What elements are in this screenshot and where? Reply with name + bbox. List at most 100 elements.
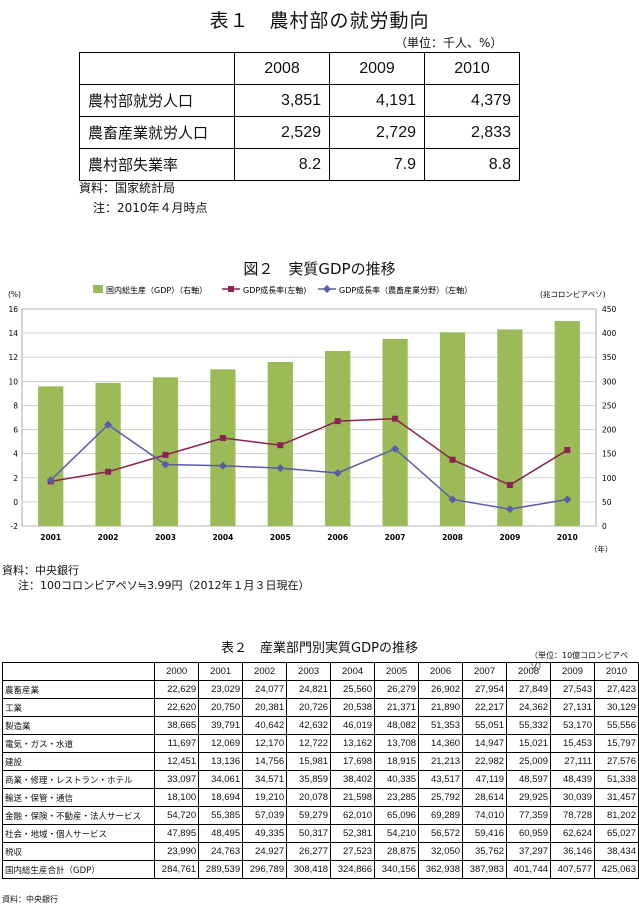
table2-row-label: 商業・修理・レストラン・ホテル	[1, 770, 156, 789]
table2-cell: 48,439	[550, 770, 595, 789]
right-tick-label: 450	[602, 305, 617, 314]
table2-cell: 42,632	[286, 716, 332, 735]
table2-cell: 33,097	[154, 770, 200, 789]
table2-cell: 20,726	[286, 698, 332, 717]
table2-cell: 15,453	[550, 734, 595, 753]
chart-legend: 国内総生産（GDP）（右軸） GDP成長率(左軸) GDP成長率（農畜産業分野）…	[93, 285, 472, 295]
growth-point	[219, 434, 226, 441]
table2-cell: 19,210	[242, 788, 288, 807]
table2-cell: 24,362	[506, 698, 552, 717]
gdp-bar	[95, 382, 121, 526]
table1-header-cell: 2010	[424, 52, 520, 85]
table2-header-cell: 2002	[242, 662, 288, 681]
table2-cell: 21,890	[418, 698, 464, 717]
table2-cell: 11,697	[154, 734, 200, 753]
gdp-bar	[382, 338, 408, 526]
table2-row-label: 金融・保険・不動産・法人サービス	[1, 806, 156, 825]
table2-header-cell: 2008	[506, 662, 552, 681]
growth-point	[449, 456, 456, 463]
table2-cell: 23,029	[198, 680, 244, 699]
table1-cell: 8.8	[424, 148, 520, 181]
table2-cell: 28,875	[374, 842, 420, 861]
table2-cell: 78,728	[550, 806, 595, 825]
table2-cell: 289,539	[198, 860, 244, 879]
x-tick-label: 2010	[557, 533, 578, 542]
left-tick-label: 8	[13, 401, 18, 410]
growth-point	[105, 468, 112, 475]
table2-row: 工業 22,620 20,750 20,381 20,726 20,538 21,371 21…	[1, 698, 639, 717]
x-tick-label: 2001	[40, 533, 61, 542]
table2-cell: 30,129	[594, 698, 639, 717]
table2-cell: 39,791	[198, 716, 244, 735]
table1-corner-cell	[79, 52, 235, 85]
table2-cell: 12,069	[198, 734, 244, 753]
table2-row: 電気・ガス・水道 11,697 12,069 12,170 12,722 13,162 13…	[1, 734, 639, 753]
chart-note: 注：100コロンビアペソ≒3.99円（2012年１月３日現在）	[18, 579, 310, 592]
left-tick-label: 0	[13, 498, 18, 507]
legend-marker-growth	[228, 286, 234, 292]
table1-title: 表１ 農村部の就労動向	[209, 10, 430, 32]
table2-cell: 35,859	[286, 770, 332, 789]
table2-cell: 22,629	[154, 680, 200, 699]
left-tick-label: 14	[8, 329, 18, 338]
x-axis-label: （年）	[590, 544, 613, 554]
table2-cell: 62,010	[330, 806, 376, 825]
table2-row-label: 国内総生産合計（GDP）	[1, 860, 156, 879]
table2-cell: 20,538	[330, 698, 376, 717]
agri-growth-point	[391, 444, 400, 453]
table2-row-label: 農畜産業	[1, 680, 156, 699]
table2-cell: 20,078	[286, 788, 332, 807]
agri-growth-point	[46, 476, 55, 485]
table2-row-label: 輸送・保管・通信	[1, 788, 156, 807]
table2-header-cell: 2009	[550, 662, 595, 681]
table2-cell: 18,100	[154, 788, 200, 807]
x-tick-label: 2007	[385, 533, 406, 542]
right-tick-label: 250	[602, 401, 617, 410]
agri-growth-point	[448, 495, 457, 504]
table1-cell: 2,529	[234, 116, 330, 149]
table2-cell: 26,277	[286, 842, 332, 861]
table2-cell: 27,954	[462, 680, 508, 699]
table2-header-cell: 2005	[374, 662, 420, 681]
table2-row-label: 社会・地域・個人サービス	[1, 824, 156, 843]
legend-marker-agri-growth	[323, 285, 331, 293]
x-tick-label: 2003	[155, 533, 176, 542]
table2-cell: 308,418	[286, 860, 332, 879]
left-axis-label: (%)	[8, 290, 21, 299]
table2-cell: 14,756	[242, 752, 288, 771]
table1-cell: 2,729	[329, 116, 425, 149]
legend-label-growth: GDP成長率(左軸)	[243, 285, 306, 295]
table2-cell: 60,959	[506, 824, 552, 843]
table2-cell: 24,077	[242, 680, 288, 699]
table2-cell: 23,990	[154, 842, 200, 861]
left-tick-label: 12	[8, 353, 18, 362]
table2-header-cell: 2001	[198, 662, 244, 681]
legend-label-gdp: 国内総生産（GDP）（右軸）	[106, 285, 207, 295]
table2-row-label: 製造業	[1, 716, 156, 735]
x-tick-label: 2004	[212, 533, 233, 542]
table2-cell: 21,371	[374, 698, 420, 717]
right-tick-label: 100	[602, 474, 617, 483]
table2-cell: 401,744	[506, 860, 552, 879]
table2-cell: 27,576	[594, 752, 639, 771]
right-axis-label: (兆コロンビアペソ)	[540, 289, 606, 299]
table2-cell: 59,416	[462, 824, 508, 843]
table2-cell: 29,925	[506, 788, 552, 807]
right-tick-label: 200	[602, 426, 617, 435]
table1-row-label: 農畜産業就労人口	[79, 116, 235, 149]
table2-cell: 18,915	[374, 752, 420, 771]
table1-row: 農畜産業就労人口 2,529 2,729 2,833	[79, 116, 520, 149]
legend-swatch-gdp	[93, 285, 103, 293]
table1-cell: 2,833	[424, 116, 520, 149]
table2-cell: 407,577	[550, 860, 595, 879]
gdp-bar	[325, 350, 351, 526]
table1-header-cell: 2008	[234, 52, 330, 85]
table2-row: 建設 12,451 13,136 14,756 15,981 17,698 18,915 21…	[1, 752, 639, 771]
table1-header-row: 2008 2009 2010	[79, 52, 520, 85]
table2-cell: 18,694	[198, 788, 244, 807]
agri-growth-point	[161, 460, 170, 469]
left-tick-label: 6	[13, 426, 18, 435]
table2-cell: 284,761	[154, 860, 200, 879]
growth-point	[277, 442, 284, 449]
x-tick-label: 2009	[499, 533, 520, 542]
